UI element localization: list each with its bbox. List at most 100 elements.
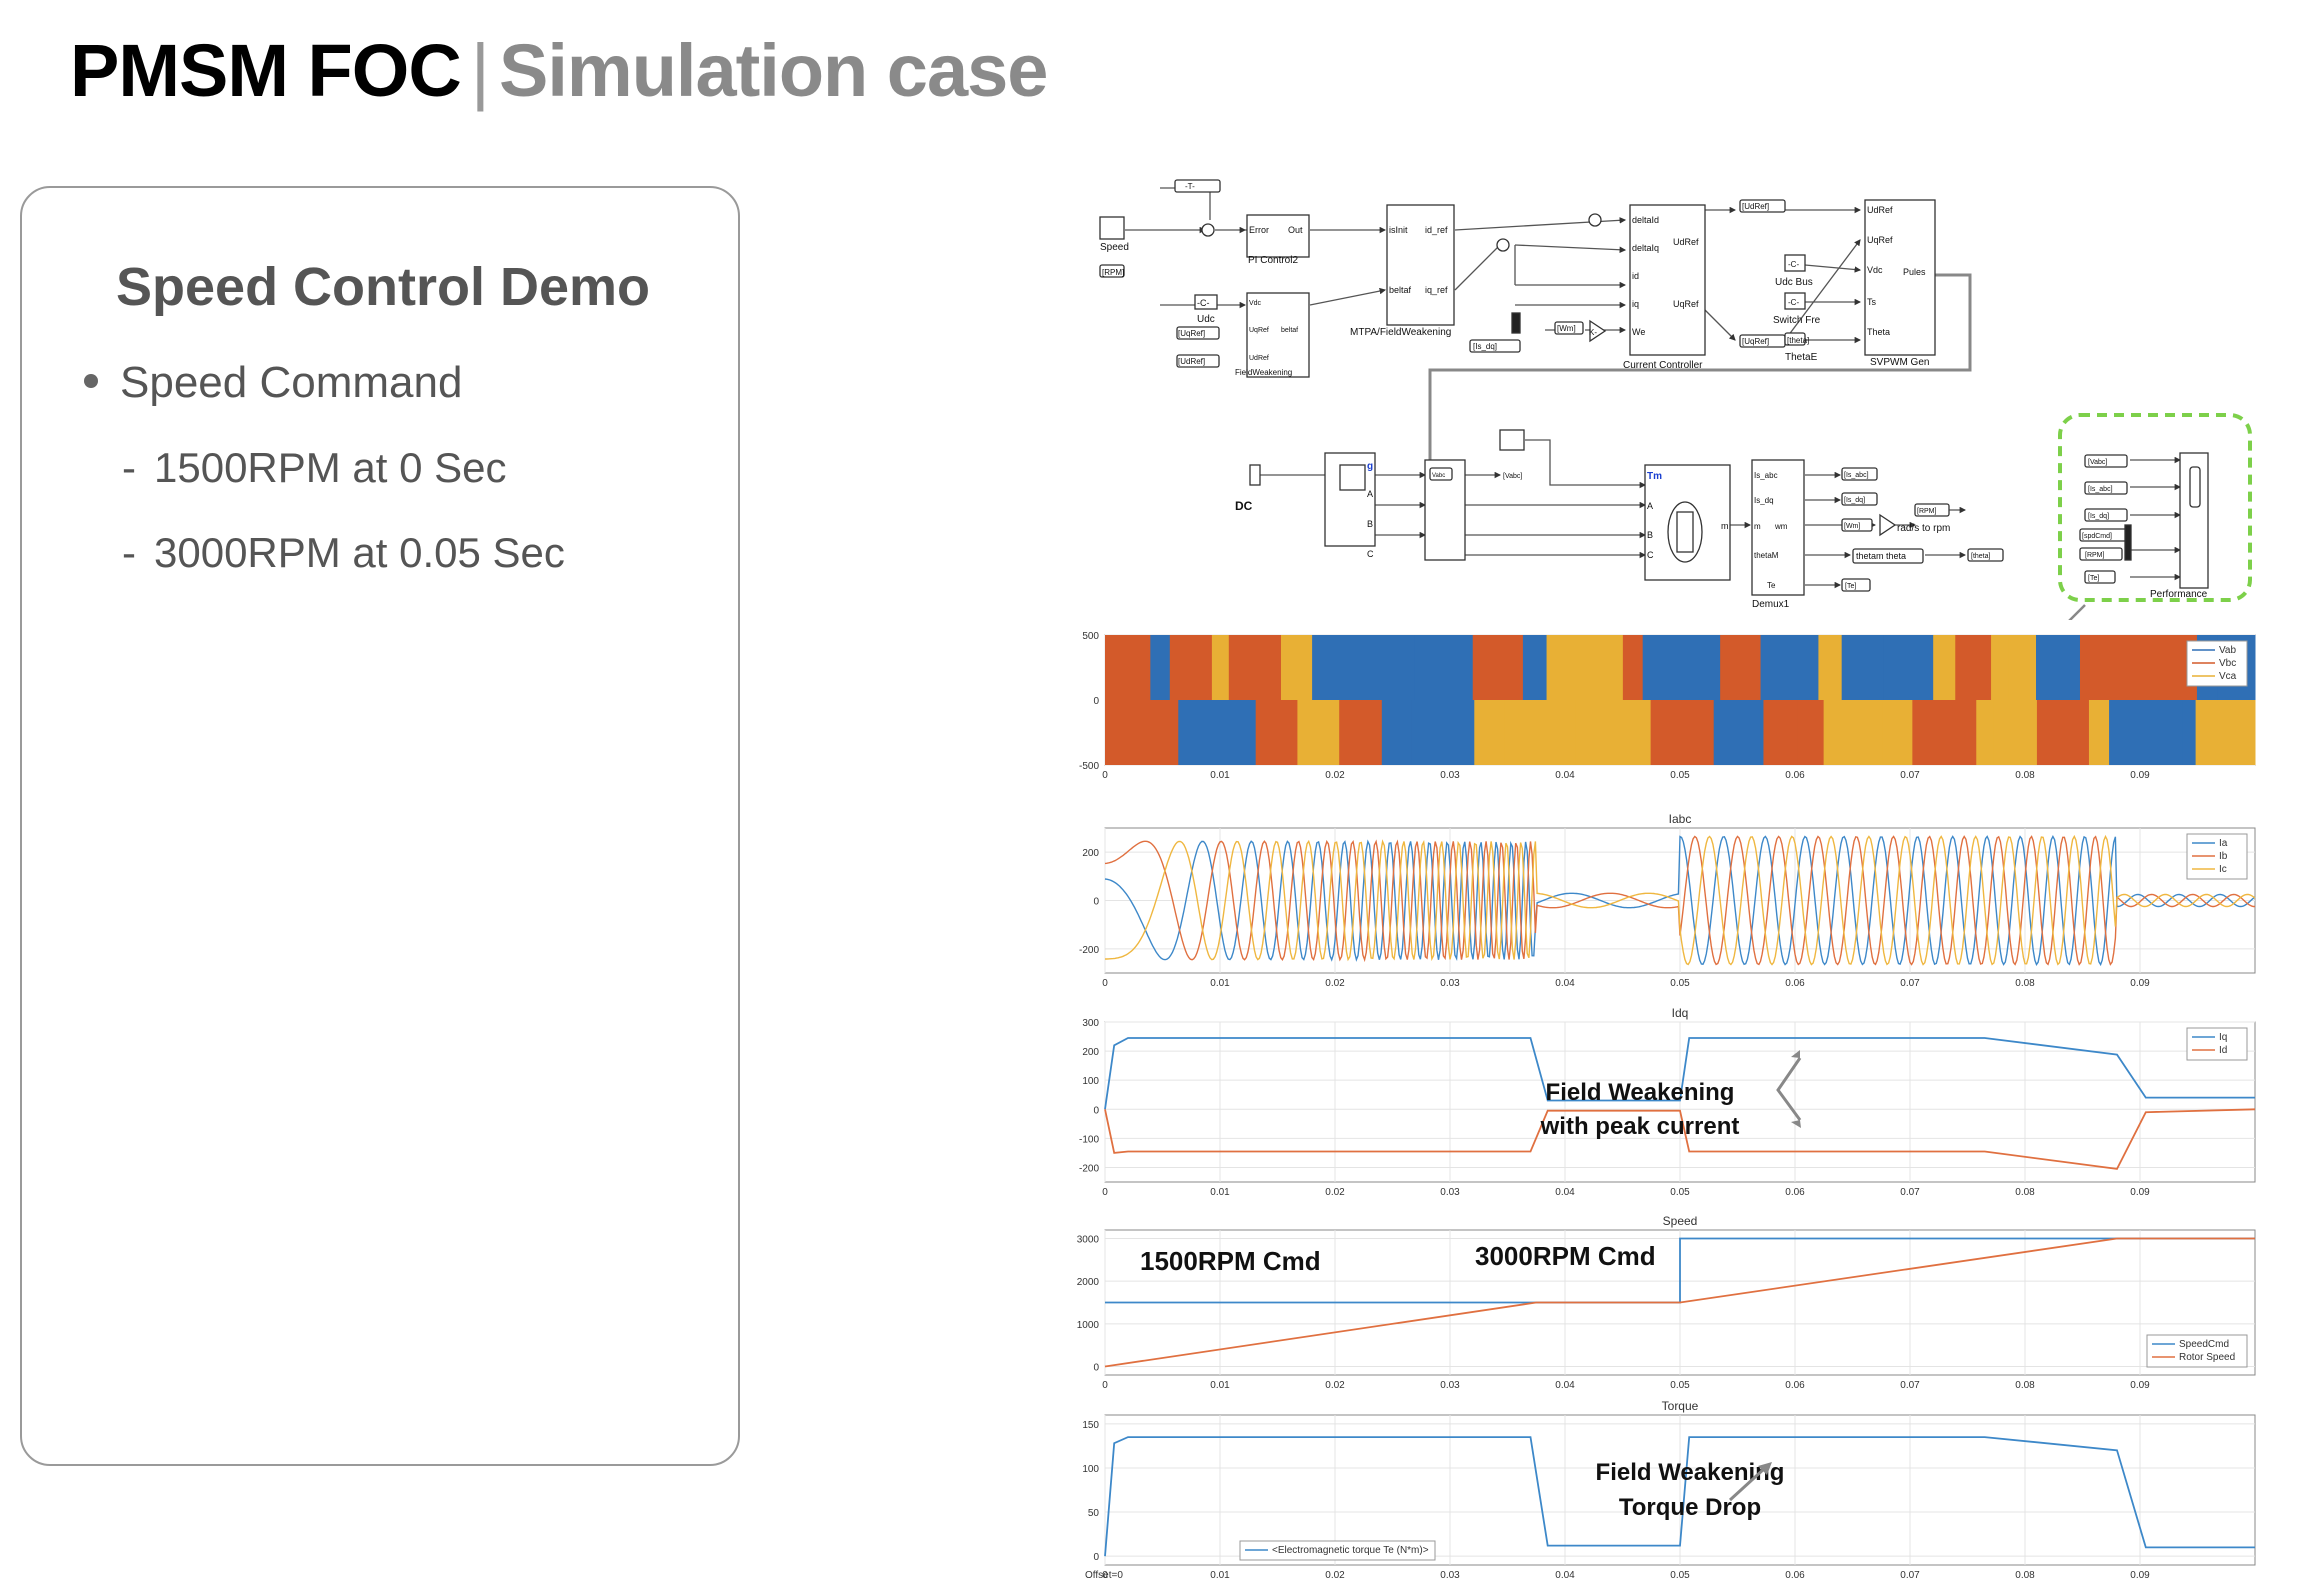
legend-entry: Ib [2219,851,2228,862]
x-tick-label: 0 [1102,1570,1108,1581]
lbl-cc-iq: iq [1632,299,1639,309]
y-tick-label: 3000 [1077,1235,1100,1246]
lbl-isabc-tag: [Is_abc] [1844,472,1869,479]
lbl-sv-vdc: Vdc [1867,265,1883,275]
lbl-p-rpm: [RPM] [2085,552,2105,559]
lbl-wm-tag: [Wm] [1557,324,1576,333]
annotation-arrow-head [1758,1462,1772,1475]
bullet-speed-command: Speed Command [84,358,462,408]
x-tick-label: 0.08 [2015,1380,2035,1391]
title-separator: | [470,29,490,112]
lbl-speed: Speed [1100,242,1129,253]
x-tick-label: 0.06 [1785,978,1805,989]
lbl-rad2rpm: rad/s to rpm [1897,523,1950,534]
voltage-segment [1924,700,1977,765]
y-tick-label: 2000 [1077,1277,1100,1288]
lbl-switch-fre: Switch Fre [1773,315,1821,326]
x-tick-label: 0.08 [2015,1570,2035,1581]
dash: - [122,529,136,576]
lbl-cc-we: We [1632,327,1645,337]
voltage-segment [2109,700,2183,765]
x-tick-label: 0.04 [1555,1570,1575,1581]
lbl-d-te: Te [1767,581,1776,590]
series-line [1104,1037,2255,1110]
lbl-mtpa-beltaf: beltaf [1389,285,1412,295]
lbl-cc-udref: UdRef [1673,237,1699,247]
lbl-sv-theta: Theta [1867,327,1890,337]
lbl-fw-uqref: UqRef [1249,327,1269,334]
x-tick-label: 0.07 [1900,1380,1920,1391]
voltage-segment [1720,635,1762,700]
x-tick-label: 0.09 [2130,978,2150,989]
chart-title: Idq [1672,1006,1689,1020]
y-tick-label: 1000 [1077,1320,1100,1331]
voltage-segment [2036,700,2090,765]
voltage-segment [1955,635,1992,700]
scope-charts: 0 0.01 0.02 0.03 0.04 0.05 0.06 0.07 0.08 0.09500… [1077,631,2256,1581]
lbl-cc-uqref: UqRef [1673,299,1699,309]
lbl-p-spdcmd: [spdCmd] [2082,533,2112,540]
annotation-3000rpm: 3000RPM Cmd [1475,1241,1656,1271]
x-tick-label: 0.05 [1670,978,1690,989]
lbl-isdq-tag: [Is_dq] [1473,342,1497,351]
x-tick-label: 0.09 [2130,1570,2150,1581]
voltage-segment [1760,635,1819,700]
voltage-segment [1211,635,1230,700]
lbl-pi-error: Error [1249,225,1269,235]
lbl-inv-c: C [1367,549,1374,559]
x-tick-label: 0 [1102,1187,1108,1198]
lbl-p-vabc: [Vabc] [2088,459,2107,466]
command-item-1: -1500RPM at 0 Sec [122,444,507,492]
x-tick-label: 0.04 [1555,770,1575,781]
lbl-inv-a: A [1367,489,1373,499]
x-tick-label: 0.05 [1670,770,1690,781]
voltage-segment [1472,635,1524,700]
voltage-segment [1280,635,1313,700]
voltage-segment [1763,700,1798,765]
y-tick-label: 150 [1082,1420,1099,1431]
lbl-inv-g: g [1367,461,1373,472]
chart-title: Iabc [1669,812,1692,826]
lbl-theta-tag2: [theta] [1971,553,1991,560]
lbl-fw-beltaf: beltaf [1281,327,1298,334]
x-tick-label: 0.03 [1440,978,1460,989]
page-title: PMSM FOC | Simulation case [70,28,1048,113]
voltage-segment [1882,700,1913,765]
y-tick-label: 300 [1082,1018,1099,1029]
y-tick-label: -200 [1079,1163,1099,1174]
voltage-segment [1991,635,2009,700]
annotation-peak-current: with peak current [1540,1113,1740,1140]
x-tick-label: 0.07 [1900,770,1920,781]
lbl-p-name: Performance [2150,589,2208,600]
x-tick-label: 0.07 [1900,1570,1920,1581]
lbl-thetam-theta: thetam theta [1856,551,1906,561]
y-tick-label: 0 [1093,696,1099,707]
x-tick-label: 0.09 [2130,1380,2150,1391]
voltage-segment [1976,700,1995,765]
lbl-dc: DC [1235,499,1253,513]
lbl-d-name: Demux1 [1752,599,1790,610]
x-tick-label: 0.03 [1440,1570,1460,1581]
bullet-label: Speed Command [120,358,463,407]
lbl-vabc: Vabc [1432,473,1445,479]
lbl-d-wm: wm [1774,522,1788,531]
lbl-cc-deltaid: deltaId [1632,215,1659,225]
lbl-uqref-from: [UqRef] [1742,337,1769,346]
offset-label: Offset=0 [1085,1570,1123,1581]
x-tick-label: 0.02 [1325,1570,1345,1581]
y-tick-label: 100 [1082,1076,1099,1087]
annotation-torque-drop: Torque Drop [1619,1494,1761,1521]
y-tick-label: -200 [1079,945,1099,956]
legend-entry: Iq [2219,1032,2227,1043]
command-item-label: 1500RPM at 0 Sec [154,444,507,491]
performance-highlight [2058,413,2252,602]
voltage-segment [1414,635,1474,700]
voltage-segment [1228,635,1282,700]
x-tick-label: 0.08 [2015,770,2035,781]
lbl-d-isabc: Is_abc [1754,471,1778,480]
series-line [1104,1237,2255,1368]
command-item-2: -3000RPM at 0.05 Sec [122,529,565,577]
chart-title: Speed [1663,1214,1698,1228]
y-tick-label: -100 [1079,1134,1099,1145]
annotation-arrow [1728,1466,1767,1502]
